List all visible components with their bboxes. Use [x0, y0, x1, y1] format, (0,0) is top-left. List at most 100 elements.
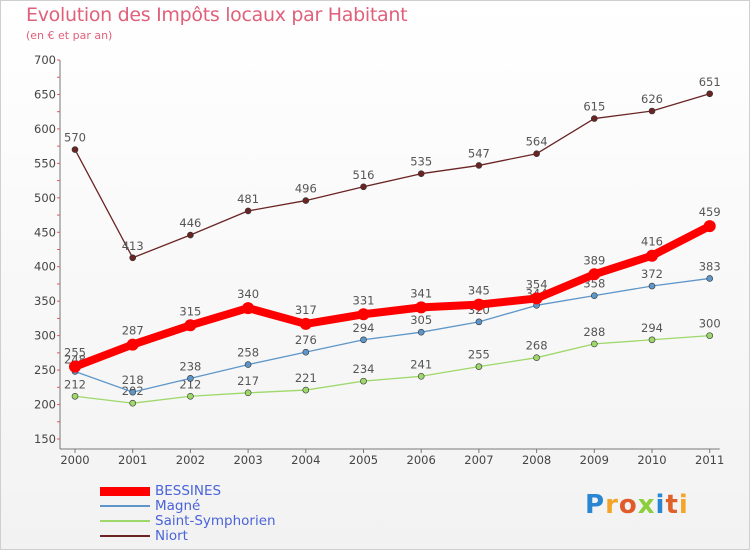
- data-label-niort: 535: [410, 155, 432, 169]
- y-tick-label: 200: [34, 398, 56, 412]
- data-point-saint-symphorien: [590, 340, 598, 348]
- y-tick-label: 250: [34, 363, 56, 377]
- data-point-saint-symphorien: [533, 354, 540, 361]
- x-tick-label: 2010: [637, 453, 666, 467]
- logo-letter: o: [618, 490, 638, 520]
- x-tick-label: 2007: [464, 453, 493, 467]
- data-label-saint-symphorien: 268: [526, 339, 548, 353]
- chart-title: Evolution des Impôts locaux par Habitant: [26, 4, 408, 26]
- data-point-magne: [360, 336, 367, 344]
- data-point-niort: [187, 231, 194, 239]
- data-point-bessines: [703, 220, 716, 233]
- y-tick-label: 700: [34, 53, 56, 67]
- data-point-saint-symphorien: [417, 372, 425, 380]
- y-tick-label: 650: [34, 87, 56, 101]
- x-tick-label: 2006: [407, 453, 436, 467]
- data-point-bessines: [357, 308, 370, 321]
- data-point-bessines: [184, 319, 197, 332]
- data-label-bessines: 331: [353, 293, 375, 307]
- data-label-saint-symphorien: 255: [468, 348, 490, 362]
- y-tick-label: 500: [34, 191, 56, 205]
- data-label-niort: 446: [179, 216, 201, 230]
- data-label-magne: 294: [353, 321, 375, 335]
- legend-swatch-bessines: [100, 487, 150, 496]
- x-tick-label: 2011: [695, 453, 724, 467]
- legend-swatch-niort: [100, 535, 150, 537]
- x-tick-label: 2001: [118, 453, 147, 467]
- x-tick-label: 2009: [580, 453, 609, 467]
- x-tick-label: 2004: [291, 453, 320, 467]
- data-point-saint-symphorien: [187, 392, 194, 400]
- data-label-bessines: 287: [122, 324, 144, 338]
- data-label-saint-symphorien: 241: [410, 357, 432, 371]
- data-point-saint-symphorien: [302, 386, 310, 394]
- data-point-bessines: [69, 360, 81, 373]
- y-tick-label: 350: [34, 294, 56, 308]
- data-point-magne: [417, 328, 425, 336]
- legend-item-niort: Niort: [100, 529, 400, 544]
- data-label-saint-symphorien: 288: [583, 325, 605, 339]
- data-label-saint-symphorien: 300: [699, 317, 721, 331]
- data-label-magne: 305: [410, 313, 432, 327]
- legend-label: Niort: [155, 528, 188, 544]
- data-label-magne: 372: [641, 267, 663, 281]
- legend-item-saint-symphorien: Saint-Symphorien: [100, 514, 400, 529]
- data-point-saint-symphorien: [648, 336, 656, 344]
- data-point-niort: [590, 115, 598, 122]
- data-point-niort: [706, 90, 714, 98]
- data-label-saint-symphorien: 217: [237, 374, 259, 388]
- logo-letter: t: [665, 490, 679, 520]
- legend-item-magne: Magné: [100, 499, 400, 514]
- data-point-magne: [302, 348, 310, 356]
- data-point-niort: [360, 183, 367, 191]
- data-label-saint-symphorien: 234: [353, 362, 375, 376]
- data-label-niort: 626: [641, 92, 663, 106]
- x-tick-label: 2005: [349, 453, 378, 467]
- y-tick-label: 300: [34, 329, 56, 343]
- data-label-bessines: 459: [699, 205, 721, 219]
- data-label-bessines: 354: [526, 277, 548, 291]
- y-tick-label: 550: [34, 156, 56, 170]
- legend-swatch-magne: [100, 505, 150, 507]
- data-point-bessines: [646, 249, 658, 262]
- series-line-niort: [74, 93, 711, 259]
- data-label-saint-symphorien: 212: [179, 377, 201, 391]
- legend-label: Magné: [155, 498, 201, 514]
- data-point-bessines: [530, 292, 543, 305]
- data-label-niort: 564: [526, 135, 548, 149]
- data-label-niort: 547: [468, 146, 490, 160]
- legend-label: Saint-Symphorien: [155, 513, 276, 529]
- data-point-niort: [533, 150, 540, 158]
- data-label-saint-symphorien: 221: [295, 371, 317, 385]
- data-point-magne: [475, 318, 483, 326]
- data-label-saint-symphorien: 212: [64, 377, 86, 391]
- data-point-bessines: [588, 268, 601, 281]
- proxiti-logo: Proxiti: [585, 490, 689, 520]
- data-point-saint-symphorien: [129, 399, 136, 407]
- series-line-magne: [74, 277, 711, 393]
- data-label-bessines: 315: [179, 304, 201, 318]
- data-label-niort: 413: [122, 239, 144, 253]
- legend: BESSINES Magné Saint-Symphorien Niort: [100, 484, 400, 544]
- data-label-magne: 276: [295, 333, 317, 347]
- data-point-bessines: [299, 317, 312, 330]
- logo-letter: P: [585, 490, 606, 520]
- chart-subtitle: (en € et par an): [26, 29, 113, 42]
- data-point-niort: [417, 170, 425, 177]
- data-label-bessines: 341: [410, 286, 432, 300]
- data-point-niort: [71, 146, 79, 153]
- data-label-bessines: 317: [295, 303, 317, 317]
- series-line-bessines: [71, 222, 714, 371]
- data-point-saint-symphorien: [360, 377, 367, 385]
- data-point-bessines: [415, 301, 428, 314]
- data-point-niort: [475, 162, 483, 169]
- y-tick-label: 600: [34, 122, 56, 136]
- data-label-niort: 496: [295, 182, 317, 196]
- data-point-bessines: [472, 298, 485, 311]
- data-label-magne: 258: [237, 346, 259, 360]
- y-tick-label: 450: [34, 225, 56, 239]
- x-tick-label: 2003: [233, 453, 262, 467]
- data-point-saint-symphorien: [706, 332, 714, 339]
